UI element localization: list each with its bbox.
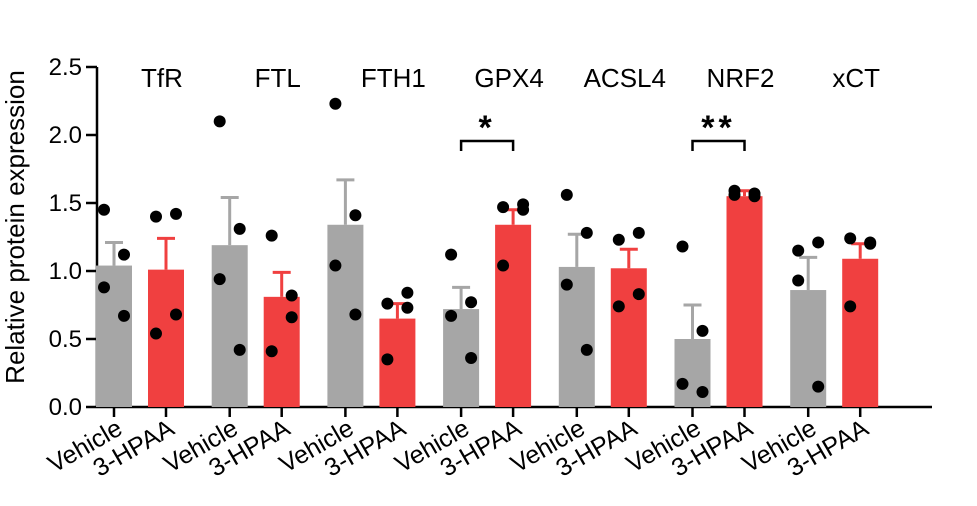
data-point-tfr-3hpaa	[170, 308, 182, 321]
data-point-xct-3hpaa	[844, 300, 857, 313]
data-point-ftl-3hpaa	[265, 345, 278, 358]
data-point-fth1-3hpaa	[381, 297, 394, 310]
data-point-acsl4-vehicle	[560, 188, 573, 201]
data-point-gpx4-3hpaa	[497, 259, 510, 272]
data-point-nrf2-vehicle	[676, 240, 689, 253]
data-point-tfr-vehicle	[98, 203, 110, 216]
data-point-ftl-vehicle	[233, 222, 246, 235]
y-tick-label: 1.0	[49, 258, 82, 285]
data-point-gpx4-3hpaa	[517, 203, 530, 216]
data-point-acsl4-vehicle	[580, 343, 593, 356]
group-label-ftl: FTL	[255, 63, 301, 93]
data-point-acsl4-3hpaa	[632, 288, 645, 301]
data-point-xct-vehicle	[812, 380, 825, 393]
data-point-nrf2-vehicle	[676, 377, 689, 390]
data-point-tfr-vehicle	[118, 309, 130, 322]
data-point-gpx4-3hpaa	[497, 201, 510, 214]
data-point-tfr-vehicle	[98, 281, 110, 294]
data-point-gpx4-vehicle	[445, 309, 458, 322]
data-point-xct-vehicle	[812, 236, 825, 249]
data-point-nrf2-vehicle	[696, 386, 709, 399]
data-point-nrf2-vehicle	[696, 324, 709, 337]
significance-label-gpx4: *	[478, 109, 495, 147]
data-point-xct-3hpaa	[844, 232, 857, 245]
data-point-ftl-3hpaa	[265, 229, 278, 242]
data-point-fth1-3hpaa	[401, 301, 414, 314]
data-point-ftl-vehicle	[213, 273, 226, 286]
significance-bracket-nrf2	[691, 139, 746, 151]
data-point-xct-vehicle	[792, 244, 805, 257]
data-point-fth1-vehicle	[349, 209, 362, 222]
bar-gpx4-3hpaa	[495, 224, 532, 407]
group-label-xct: xCT	[832, 63, 880, 93]
bar-acsl4-vehicle	[558, 266, 595, 407]
data-point-acsl4-vehicle	[580, 226, 593, 239]
data-point-tfr-vehicle	[118, 248, 130, 261]
data-point-ftl-3hpaa	[285, 311, 298, 324]
data-point-gpx4-vehicle	[465, 296, 478, 309]
y-tick-label: 0.5	[49, 326, 82, 353]
data-point-ftl-vehicle	[233, 343, 246, 356]
data-point-acsl4-3hpaa	[632, 226, 645, 239]
significance-label-nrf2: **	[701, 109, 735, 147]
data-point-acsl4-3hpaa	[612, 300, 625, 313]
group-label-acsl4: ACSL4	[584, 63, 666, 93]
bar-xct-3hpaa	[842, 258, 879, 407]
data-point-fth1-3hpaa	[381, 353, 394, 366]
group-label-fth1: FTH1	[361, 63, 426, 93]
data-point-fth1-vehicle	[329, 97, 342, 110]
data-point-tfr-3hpaa	[150, 210, 162, 223]
data-point-fth1-vehicle	[329, 259, 342, 272]
y-tick-label: 0.0	[49, 394, 82, 421]
data-point-gpx4-vehicle	[465, 352, 478, 365]
data-point-tfr-3hpaa	[150, 327, 162, 340]
data-point-gpx4-vehicle	[445, 248, 458, 261]
data-point-fth1-vehicle	[349, 308, 362, 321]
bar-nrf2-3hpaa	[726, 196, 763, 407]
bar-ftl-vehicle	[211, 245, 248, 407]
data-point-xct-3hpaa	[864, 236, 877, 249]
group-label-gpx4: GPX4	[474, 63, 543, 93]
data-point-xct-vehicle	[792, 274, 805, 287]
data-point-nrf2-3hpaa	[748, 190, 761, 203]
data-point-acsl4-vehicle	[560, 278, 573, 291]
group-label-tfr: TfR	[141, 63, 183, 93]
data-point-tfr-3hpaa	[170, 207, 182, 220]
y-tick-label: 2.5	[49, 54, 82, 81]
data-point-fth1-3hpaa	[401, 286, 414, 299]
y-tick-label: 1.5	[49, 190, 82, 217]
data-point-nrf2-3hpaa	[728, 188, 741, 201]
y-tick-label: 2.0	[49, 122, 82, 149]
data-point-ftl-3hpaa	[285, 289, 298, 302]
group-label-nrf2: NRF2	[707, 63, 775, 93]
data-point-ftl-vehicle	[213, 115, 226, 128]
significance-bracket-gpx4	[459, 139, 515, 151]
data-point-acsl4-3hpaa	[612, 233, 625, 246]
y-axis-title: Relative protein expression	[0, 70, 30, 384]
